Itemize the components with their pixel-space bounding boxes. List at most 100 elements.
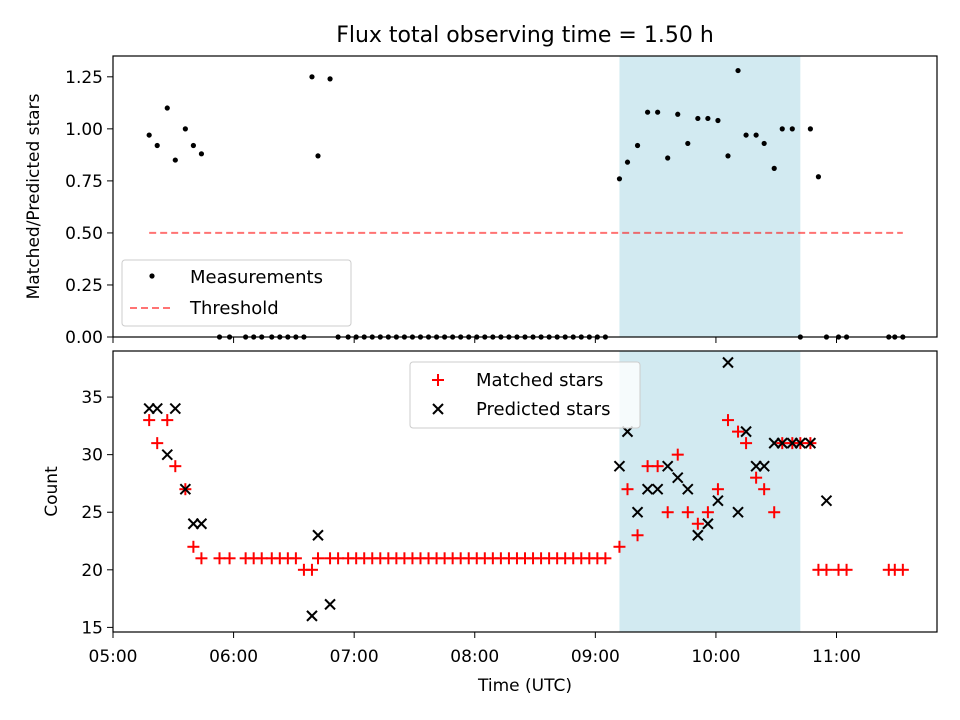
bottom-y-tick-label: 35 (81, 388, 103, 408)
predicted-star-point (820, 495, 833, 507)
bottom-x-tick-label: 05:00 (89, 647, 138, 667)
x-axis-label: Time (UTC) (477, 676, 572, 696)
bottom-x-tick-label: 06:00 (209, 647, 258, 667)
predicted-star-point (758, 460, 770, 472)
matched-star-point (169, 460, 182, 473)
measurement-point (154, 142, 160, 149)
chart-title: Flux total observing time = 1.50 h (336, 23, 714, 48)
matched-star-point (691, 517, 704, 530)
predicted-star-point (740, 425, 752, 438)
bottom-x-tick-label: 09:00 (571, 647, 620, 667)
measurement-point (634, 142, 641, 149)
measurement-point (743, 132, 749, 138)
bottom-panel: 15 20 25 30 35 05:00 06:00 07:00 08:00 09:00 10:0… (42, 350, 938, 696)
predicted-star-point (661, 460, 674, 472)
top-axes-frame (112, 55, 938, 338)
bottom-legend-box (409, 361, 641, 429)
matched-star-point (711, 483, 724, 496)
measurement-point (753, 132, 759, 138)
measurement-point (779, 126, 785, 132)
predicted-star-point (169, 402, 182, 415)
predicted-star-point (692, 529, 704, 541)
top-y-tick-label: 0.25 (65, 276, 103, 296)
matched-star-point (750, 471, 763, 484)
bottom-y-axis: 15 20 25 30 35 (81, 388, 113, 638)
matched-star-point (631, 529, 644, 542)
matched-star-point (701, 506, 714, 519)
top-legend: Measurements Threshold (121, 259, 352, 327)
bottom-x-tick-label: 07:00 (330, 647, 379, 667)
matched-star-point (681, 506, 694, 519)
measurement-point (685, 140, 691, 147)
legend-predicted-marker (432, 403, 444, 415)
measurement-point (735, 67, 741, 74)
matched-star-point (820, 563, 833, 576)
legend-measurement-marker (149, 273, 155, 279)
predicted-star-point (776, 437, 788, 449)
measurement-point (665, 155, 671, 161)
matched-star-point (671, 448, 684, 461)
matched-star-point (721, 414, 734, 427)
matched-star-point (641, 460, 654, 473)
bottom-y-tick-label: 25 (81, 503, 103, 523)
matched-star-point (289, 552, 302, 565)
predicted-star-point (722, 356, 734, 369)
matched-star-point (613, 540, 626, 553)
predicted-stars-points (143, 356, 833, 622)
bottom-x-tick-label: 10:00 (691, 647, 740, 667)
bottom-y-tick-label: 15 (81, 618, 103, 638)
measurement-point (815, 174, 822, 180)
measurement-point (705, 115, 711, 122)
top-y-tick-label: 1.25 (65, 68, 103, 88)
bottom-axes-frame (112, 350, 938, 633)
measurement-point (725, 153, 731, 159)
predicted-star-point (306, 610, 318, 622)
matched-star-point (161, 414, 174, 427)
matched-star-point (213, 552, 226, 565)
measurement-point (190, 142, 196, 149)
measurement-point (198, 151, 205, 157)
matched-star-point (223, 552, 236, 565)
top-highlight-band (619, 56, 801, 337)
legend-threshold-label: Threshold (189, 298, 279, 319)
measurement-point (616, 176, 623, 182)
matched-star-point (896, 563, 909, 576)
measurement-point (644, 109, 651, 115)
measurement-point (789, 126, 795, 132)
measurement-point (172, 157, 178, 163)
legend-matched-marker (432, 374, 444, 386)
bottom-y-axis-label: Count (42, 466, 62, 517)
predicted-star-point (794, 437, 807, 449)
matched-star-point (661, 506, 674, 519)
predicted-star-point (195, 518, 208, 530)
predicted-star-point (804, 437, 817, 449)
measurement-point (771, 165, 777, 171)
predicted-star-point (651, 483, 664, 495)
bottom-y-tick-label: 20 (81, 561, 103, 581)
top-y-tick-label: 0.50 (65, 224, 103, 244)
measurement-point (675, 111, 681, 117)
measurement-point (761, 140, 767, 147)
measurement-point (146, 132, 152, 138)
bottom-x-tick-label: 11:00 (812, 647, 861, 667)
predicted-star-point (179, 483, 192, 495)
top-legend-box (121, 259, 352, 327)
measurement-point (315, 153, 321, 159)
measurement-point (807, 126, 813, 132)
legend-measurements-label: Measurements (190, 267, 323, 288)
predicted-star-point (641, 483, 654, 495)
predicted-star-point (613, 460, 626, 472)
top-x-ticks (112, 337, 838, 343)
predicted-star-point (712, 495, 724, 507)
predicted-star-point (702, 518, 714, 530)
predicted-star-point (312, 529, 324, 541)
measurement-point (164, 105, 170, 111)
predicted-star-point (324, 598, 336, 611)
predicted-star-point (161, 448, 173, 461)
matched-star-point (187, 540, 200, 553)
bottom-x-tick-label: 08:00 (450, 647, 499, 667)
measurement-point (182, 126, 188, 132)
matched-star-point (195, 552, 208, 565)
matched-star-point (151, 437, 164, 450)
